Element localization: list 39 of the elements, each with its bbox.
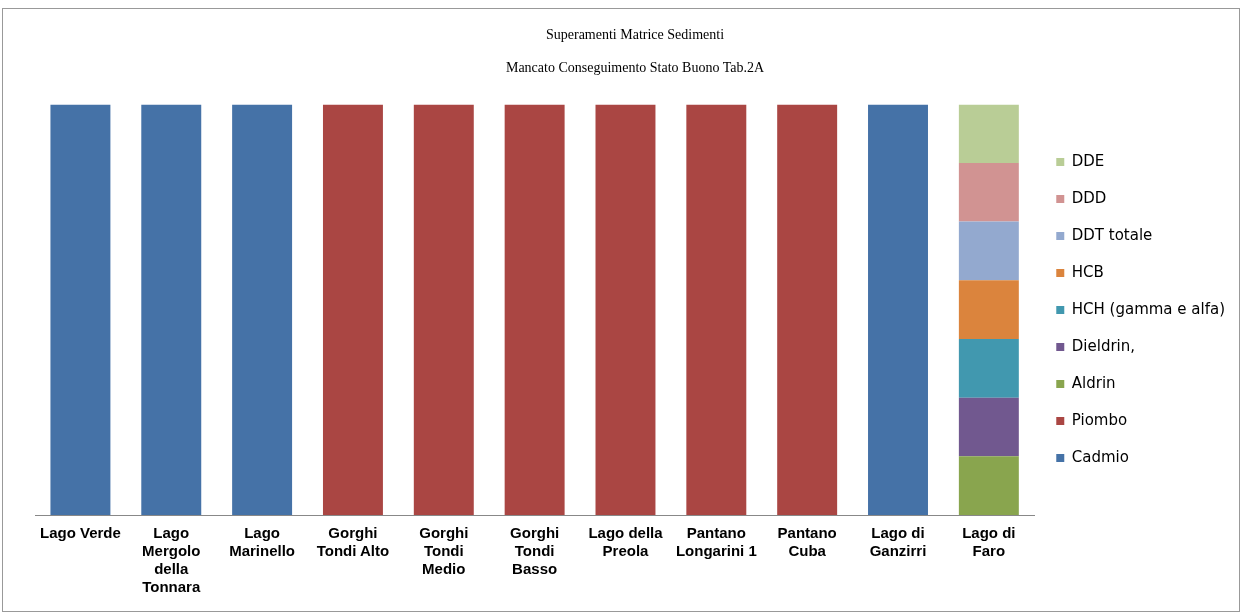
bar — [777, 104, 838, 515]
bar — [958, 221, 1019, 281]
chart-title: Superamenti Matrice Sedimenti — [545, 27, 725, 43]
x-tick-label: Gorghi Tondi Basso — [510, 524, 560, 578]
bar — [958, 104, 1019, 163]
bar — [686, 104, 747, 515]
bar — [958, 338, 1019, 398]
legend-label: HCH (gamma e alfa) — [1071, 299, 1225, 318]
bar — [958, 280, 1019, 339]
bar — [958, 162, 1019, 222]
bar — [50, 104, 111, 515]
legend-label: Dieldrin, — [1071, 336, 1136, 355]
bar — [595, 104, 656, 515]
x-tick-label: Gorghi Tondi Alto — [316, 524, 390, 560]
legend-label: DDE — [1071, 151, 1105, 170]
bar — [504, 104, 565, 515]
legend-label: Aldrin — [1071, 373, 1116, 392]
bar — [958, 456, 1019, 515]
x-tick-label: Lago Mergolo della Tonnara — [142, 524, 201, 596]
bar — [141, 104, 202, 515]
legend-label: HCB — [1071, 262, 1104, 281]
bar — [413, 104, 474, 515]
x-tick-label: Pantano Longarini 1 — [675, 524, 757, 560]
bar — [322, 104, 383, 515]
bar — [958, 397, 1019, 457]
x-tick-label: Lago Verde — [39, 524, 121, 542]
chart-subtitle: Mancato Conseguimento Stato Buono Tab.2A — [505, 59, 765, 75]
legend-label: Piombo — [1071, 410, 1128, 429]
legend-label: DDT totale — [1071, 225, 1153, 244]
bar — [232, 104, 293, 515]
legend-label: DDD — [1071, 188, 1107, 207]
x-tick-label: Gorghi Tondi Medio — [419, 524, 469, 578]
bar — [868, 104, 928, 515]
x-tick-label: Lago Marinello — [229, 524, 296, 560]
x-tick-label: Lago di Ganzirri — [869, 524, 927, 560]
legend-label: Cadmio — [1071, 447, 1129, 466]
x-tick-label: Lago della Preola — [588, 524, 664, 560]
x-tick-label: Pantano Cuba — [777, 524, 837, 560]
x-tick-label: Lago di Faro — [962, 524, 1016, 560]
